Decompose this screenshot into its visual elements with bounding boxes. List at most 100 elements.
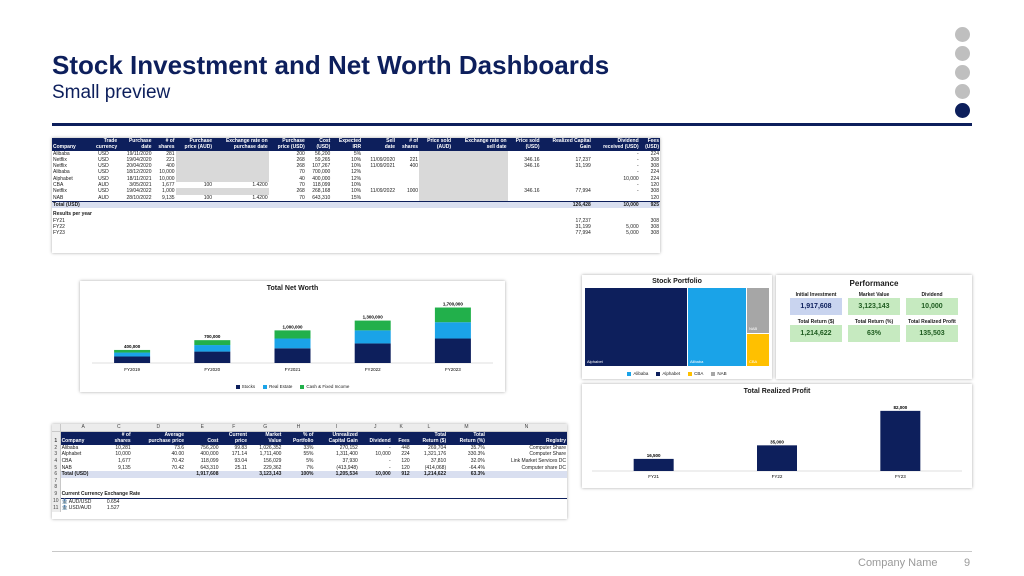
footer-divider	[52, 551, 972, 552]
row-number[interactable]: 3	[52, 451, 61, 458]
row-number[interactable]: 9	[52, 490, 61, 499]
table-cell[interactable]: 120	[401, 457, 410, 464]
row-number[interactable]: 4	[52, 457, 61, 465]
nav-dot-active[interactable]	[955, 103, 970, 118]
table-cell[interactable]: 10,281	[115, 444, 131, 451]
table-cell[interactable]: 1,677	[118, 457, 131, 464]
column-letter[interactable]: D	[131, 424, 186, 432]
table-cell[interactable]: 35.7%	[470, 444, 485, 451]
table-cell[interactable]: -	[389, 464, 391, 471]
table-cell[interactable]: 448	[401, 444, 410, 451]
column-letter[interactable]: G	[247, 424, 283, 432]
row-number[interactable]: 1	[52, 431, 61, 445]
table-cell[interactable]: 1,214,622	[410, 471, 448, 478]
table-cell[interactable]: 330.3%	[467, 451, 485, 458]
table-cell[interactable]: 224	[401, 451, 410, 458]
table-cell[interactable]: 40.00	[171, 451, 185, 458]
table-cell[interactable]: Computer share DC	[521, 464, 566, 471]
column-letter[interactable]: A	[60, 424, 106, 432]
table-cell[interactable]: 400,000	[200, 451, 219, 458]
row-number[interactable]: 7	[52, 477, 61, 485]
table-cell[interactable]: 37,930	[342, 457, 358, 464]
table-cell[interactable]: 37,810	[430, 457, 447, 464]
fx-rate[interactable]: 0.654	[106, 498, 120, 505]
column-letter[interactable]: K	[391, 424, 411, 432]
table-cell[interactable]: 73.6	[174, 444, 185, 451]
table-cell[interactable]	[60, 484, 567, 491]
table-cell[interactable]: 5%	[306, 457, 314, 464]
table-cell[interactable]: 1,205,534	[314, 471, 359, 478]
table-cell[interactable]: Link Market Services DC	[510, 457, 566, 464]
table-cell[interactable]: 912	[391, 471, 411, 478]
row-number[interactable]: 10	[52, 498, 61, 506]
table-cell[interactable]: 269,704	[428, 444, 447, 451]
nav-dot[interactable]	[955, 84, 970, 99]
nav-dot[interactable]	[955, 65, 970, 80]
table-cell[interactable]: 756,200	[200, 444, 219, 451]
table-cell[interactable]: (413,948)	[336, 464, 358, 471]
column-letter[interactable]: E	[185, 424, 220, 432]
table-cell[interactable]: 1,026,352	[259, 444, 282, 451]
table-cell[interactable]: 171.14	[231, 451, 247, 458]
table-cell[interactable]: (414,068)	[424, 464, 447, 471]
table-cell[interactable]: 7%	[306, 464, 314, 471]
table-cell[interactable]: 9,135	[118, 464, 131, 471]
table-cell[interactable]: 63.3%	[447, 471, 486, 478]
table-cell[interactable]: Total (USD)	[60, 471, 106, 478]
nav-dot[interactable]	[955, 27, 970, 42]
table-cell[interactable]: Alibaba	[61, 444, 79, 451]
table-cell[interactable]: -	[389, 457, 391, 464]
table-cell[interactable]: 1,711,400	[259, 451, 282, 458]
column-letter[interactable]: J	[358, 424, 392, 432]
row-number[interactable]: 2	[52, 444, 61, 452]
table-cell[interactable]: 25.11	[234, 464, 247, 471]
table-cell[interactable]: 118,099	[200, 457, 219, 464]
table-cell[interactable]: 99.83	[234, 444, 247, 451]
table-cell[interactable]: 10,000	[358, 471, 392, 478]
nav-dot[interactable]	[955, 46, 970, 61]
table-cell[interactable]: 70.42	[171, 464, 185, 471]
table-cell[interactable]: Computer Share	[529, 451, 566, 458]
table-cell[interactable]	[60, 478, 567, 485]
table-cell[interactable]: 32.0%	[470, 457, 485, 464]
table-cell[interactable]: 1,917,608	[185, 471, 220, 478]
table-cell[interactable]: 156,029	[263, 457, 282, 464]
column-letter[interactable]: M	[447, 424, 486, 432]
table-cell[interactable]: 33%	[303, 444, 314, 451]
table-cell[interactable]: CBA	[61, 457, 72, 464]
table-cell[interactable]	[131, 471, 186, 478]
table-cell[interactable]: NAB	[61, 464, 72, 471]
table-cell	[419, 188, 453, 195]
table-cell[interactable]: -	[389, 444, 391, 451]
table-cell[interactable]: 93.04	[234, 457, 247, 464]
table-cell[interactable]	[105, 471, 132, 478]
table-cell[interactable]: 10,000	[375, 451, 391, 458]
table-cell[interactable]: Alphabet	[61, 451, 82, 458]
table-cell[interactable]: 3,123,143	[247, 471, 283, 478]
table-cell[interactable]: 643,310	[200, 464, 219, 471]
column-letter[interactable]: I	[314, 424, 359, 432]
column-letter[interactable]: F	[219, 424, 248, 432]
row-number[interactable]: 5	[52, 464, 61, 472]
row-number[interactable]: 11	[52, 505, 61, 512]
fx-rate[interactable]: 1.527	[106, 505, 120, 512]
row-number[interactable]: 6	[52, 471, 61, 478]
table-cell[interactable]: 100%	[282, 471, 315, 478]
column-letter[interactable]: L	[410, 424, 448, 432]
table-cell[interactable]: Computer Share	[529, 444, 566, 451]
table-cell[interactable]: 1,311,400	[335, 451, 358, 458]
table-cell[interactable]	[485, 471, 567, 478]
table-cell[interactable]: 229,362	[263, 464, 282, 471]
table-cell[interactable]	[219, 471, 248, 478]
table-cell[interactable]: 270,152	[339, 444, 358, 451]
table-cell[interactable]: 10,000	[115, 451, 131, 458]
table-cell[interactable]: 55%	[303, 451, 314, 458]
table-cell[interactable]: 1,321,176	[423, 451, 447, 458]
column-letter[interactable]: N	[485, 424, 567, 432]
column-letter[interactable]: H	[282, 424, 315, 432]
table-cell[interactable]: 70.42	[171, 457, 185, 464]
column-letter[interactable]: C	[105, 424, 132, 432]
table-cell[interactable]: -64.4%	[469, 464, 485, 471]
row-number[interactable]: 8	[52, 484, 61, 491]
table-cell[interactable]: 120	[401, 464, 410, 471]
